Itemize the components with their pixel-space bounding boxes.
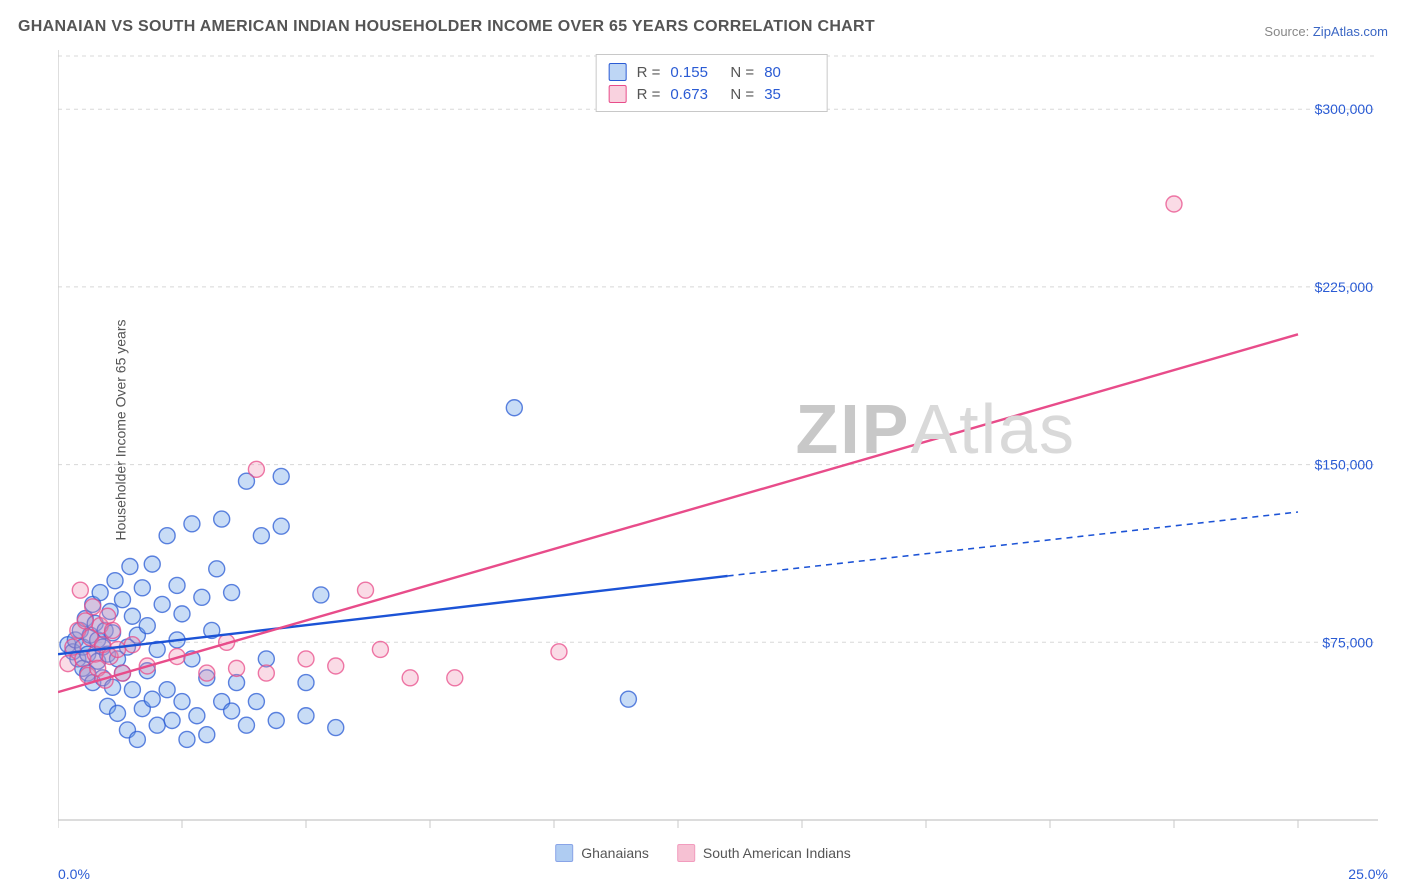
svg-text:$300,000: $300,000	[1315, 101, 1374, 117]
chart-container: GHANAIAN VS SOUTH AMERICAN INDIAN HOUSEH…	[0, 0, 1406, 892]
source-label: Source:	[1264, 24, 1309, 39]
legend-label: Ghanaians	[581, 845, 649, 861]
stats-row-sai: R = 0.673 N = 35	[609, 83, 815, 105]
legend-swatch	[555, 844, 573, 862]
r-label: R =	[637, 86, 661, 103]
source-link[interactable]: ZipAtlas.com	[1313, 24, 1388, 39]
x-axis-max-label: 25.0%	[1348, 866, 1388, 882]
legend-swatch	[677, 844, 695, 862]
svg-text:$150,000: $150,000	[1315, 457, 1374, 473]
scatter-svg: $75,000 $150,000 $225,000 $300,000	[58, 50, 1388, 840]
legend-label: South American Indians	[703, 845, 851, 861]
x-axis-min-label: 0.0%	[58, 866, 90, 882]
source-attribution: Source: ZipAtlas.com	[1264, 24, 1388, 39]
legend-item: Ghanaians	[555, 844, 649, 862]
n-label: N =	[730, 64, 754, 81]
stats-row-ghanaians: R = 0.155 N = 80	[609, 61, 815, 83]
n-value-sai: 35	[764, 86, 814, 103]
legend-item: South American Indians	[677, 844, 851, 862]
r-value-ghanaians: 0.155	[670, 64, 720, 81]
swatch-sai	[609, 85, 627, 103]
svg-text:$225,000: $225,000	[1315, 279, 1374, 295]
svg-text:$75,000: $75,000	[1322, 634, 1373, 650]
n-label: N =	[730, 86, 754, 103]
correlation-stats-box: R = 0.155 N = 80 R = 0.673 N = 35	[596, 54, 828, 112]
n-value-ghanaians: 80	[764, 64, 814, 81]
series-legend: Ghanaians South American Indians	[555, 844, 851, 862]
r-value-sai: 0.673	[670, 86, 720, 103]
chart-title: GHANAIAN VS SOUTH AMERICAN INDIAN HOUSEH…	[18, 18, 875, 36]
swatch-ghanaians	[609, 63, 627, 81]
plot-area: $75,000$150,000$225,000$300,000 ZIPAtlas…	[58, 50, 1388, 840]
r-label: R =	[637, 64, 661, 81]
